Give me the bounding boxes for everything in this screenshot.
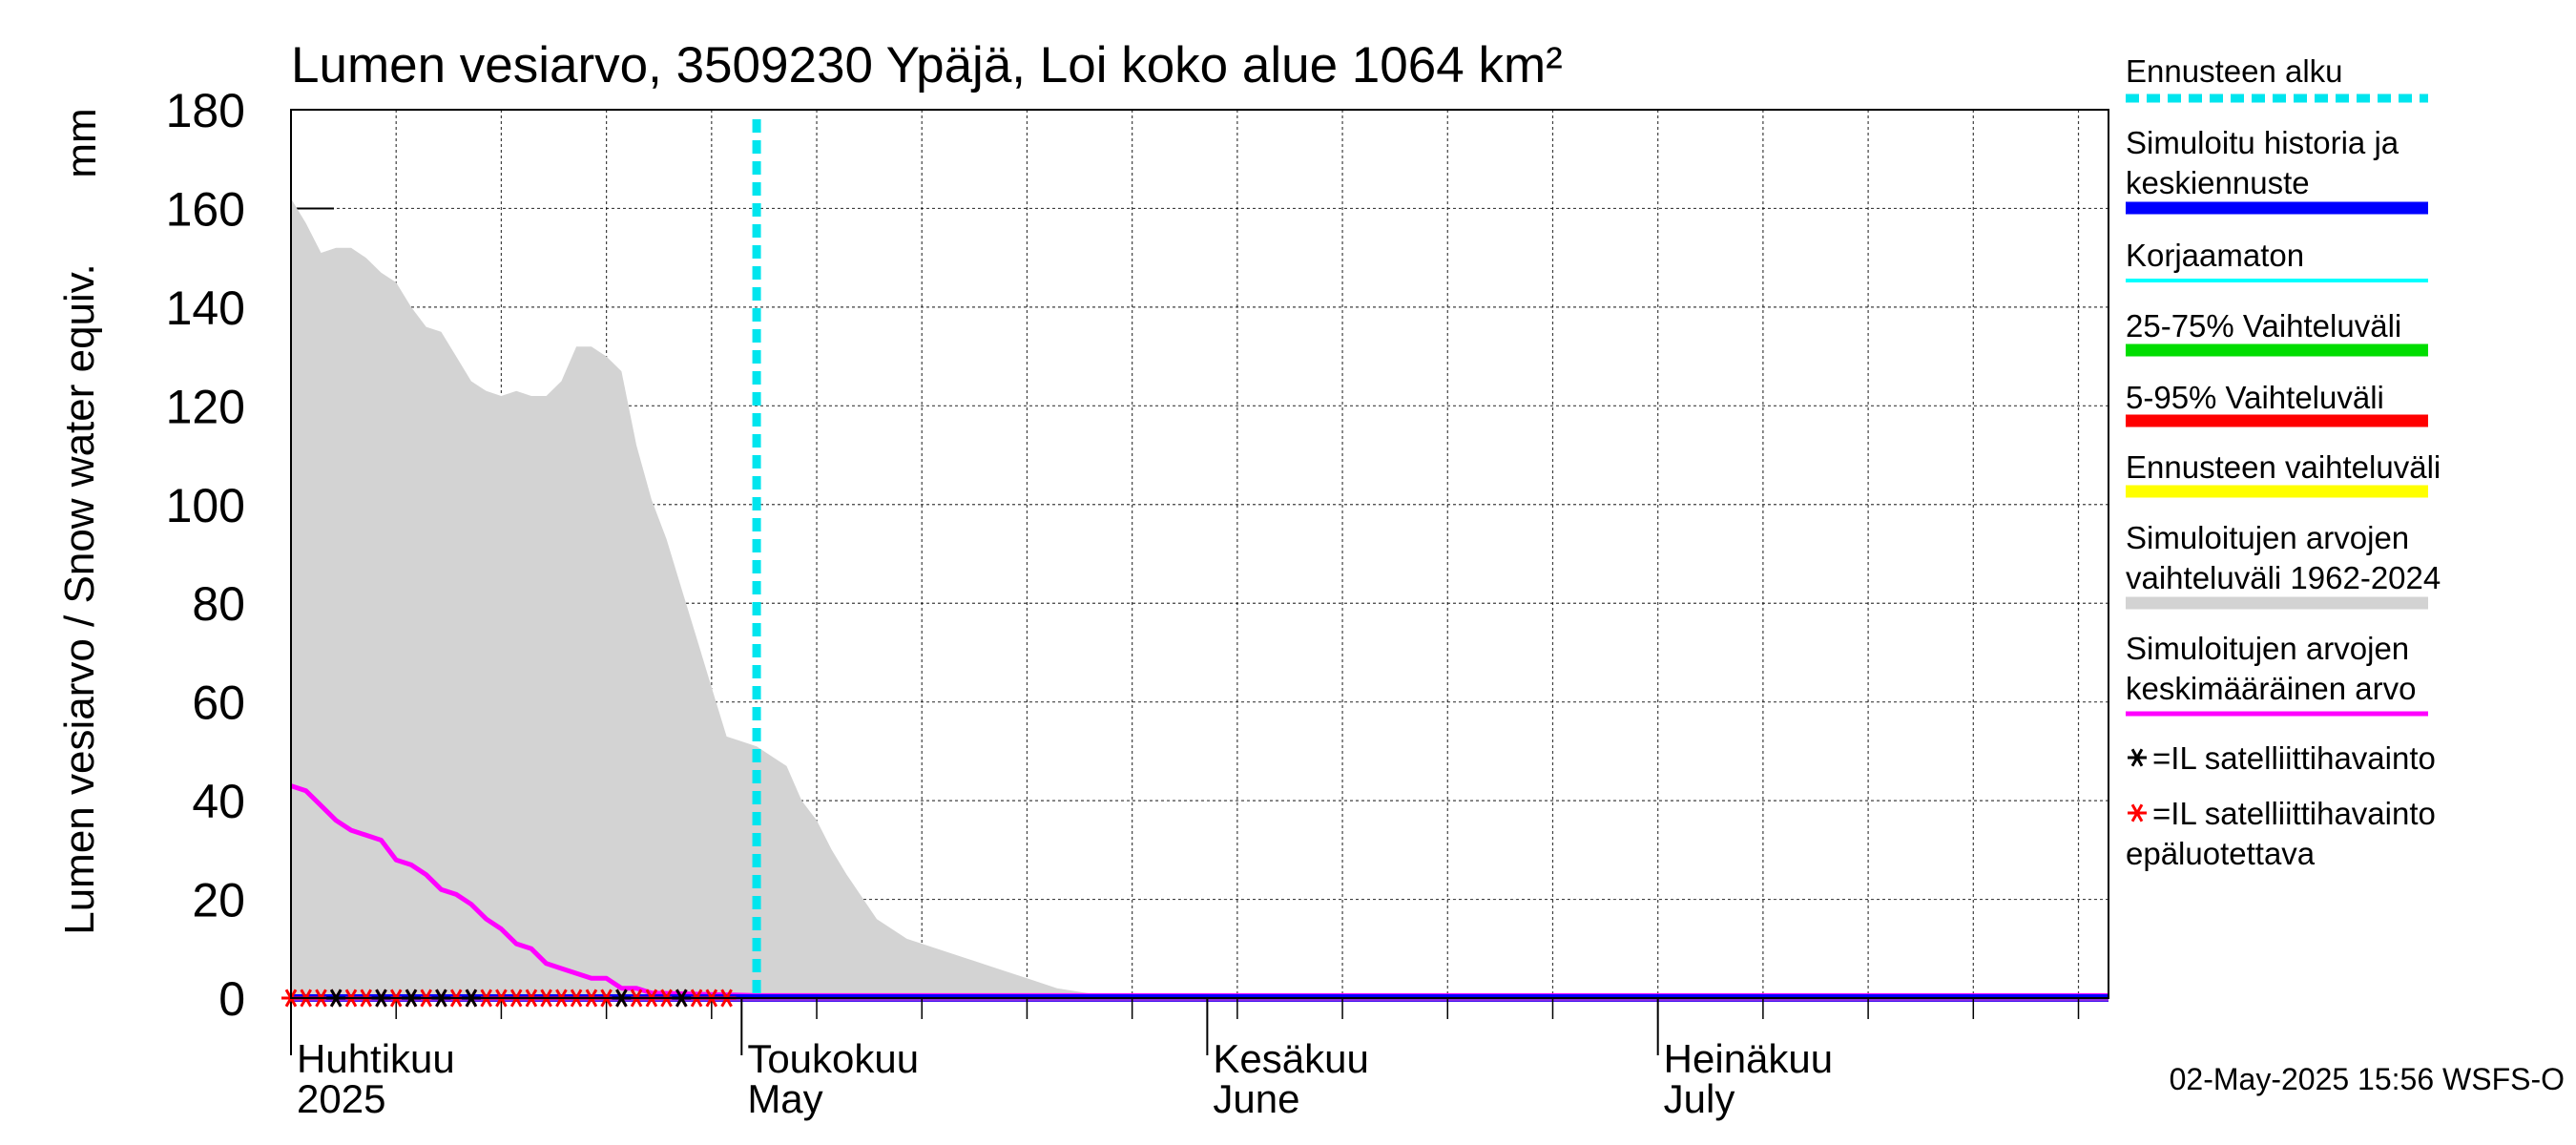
y-tick-label: 0 [218,972,245,1026]
legend-label: 5-95% Vaihteluväli [2126,380,2384,415]
x-month-sublabel: 2025 [297,1076,385,1121]
x-month-sublabel: May [747,1076,822,1121]
x-month-label: Kesäkuu [1213,1036,1368,1081]
legend-item: =IL satelliittihavainto [2128,740,2436,776]
legend-item: 5-95% Vaihteluväli [2126,380,2428,427]
legend-label: keskiennuste [2126,165,2310,200]
y-tick-label: 80 [192,577,245,631]
legend-item: Korjaamaton [2126,238,2428,282]
legend-item: Simuloitu historia ja keskiennuste [2126,125,2428,215]
y-tick-label: 20 [192,874,245,927]
legend-label: Korjaamaton [2126,238,2304,273]
y-axis-unit: mm [58,108,105,177]
x-month-label: Huhtikuu [297,1036,455,1081]
y-tick-label: 100 [166,479,245,532]
y-tick-label: 160 [166,182,245,236]
legend-label: Ennusteen vaihteluväli [2126,449,2441,485]
x-month-sublabel: June [1213,1076,1299,1121]
legend-label: =IL satelliittihavainto [2152,740,2436,776]
x-month-label: Toukokuu [747,1036,919,1081]
legend-item: Ennusteen vaihteluväli [2126,449,2441,498]
plot-frame [290,109,2109,999]
legend-item: Simuloitujen arvojen keskimääräinen arvo [2126,631,2428,717]
y-tick-label: 180 [166,84,245,137]
historical-mean-line [290,783,2109,998]
x-month-sublabel: July [1664,1076,1735,1121]
legend-item: 25-75% Vaihteluväli [2126,308,2428,357]
chart-title: Lumen vesiarvo, 3509230 Ypäjä, Loi koko … [291,37,1563,94]
y-tick-label: 120 [166,380,245,433]
legend-item: =IL satelliittihavainto epäluotettava [2126,796,2436,871]
legend-label: Simuloitujen arvojen [2126,631,2409,666]
legend-item: Simuloitujen arvojen vaihteluväli 1962-20… [2126,520,2441,610]
legend-marker-icon [2128,748,2147,767]
y-axis-label: Lumen vesiarvo / Snow water equiv. [56,263,103,935]
legend-label: Simuloitujen arvojen [2126,520,2409,555]
legend-label: =IL satelliittihavainto [2152,796,2436,831]
legend-label: Simuloitu historia ja [2126,125,2399,160]
legend: Ennusteen alku Simuloitu historia ja keski… [2126,53,2441,871]
y-tick-label: 140 [166,281,245,335]
legend-item: Ennusteen alku [2126,53,2428,103]
legend-label: Ennusteen alku [2126,53,2343,89]
footer-timestamp: 02-May-2025 15:56 WSFS-O [2170,1062,2565,1096]
x-month-label: Heinäkuu [1664,1036,1833,1081]
legend-label: epäluotettava [2126,836,2316,871]
legend-marker-icon [2128,803,2147,822]
y-tick-label: 60 [192,677,245,730]
marker-stroke [2130,748,2144,767]
y-tick-label: 40 [192,775,245,828]
historical-range-band [291,198,2109,999]
legend-label: 25-75% Vaihteluväli [2126,308,2401,344]
legend-label: vaihteluväli 1962-2024 [2126,560,2441,595]
legend-label: keskimääräinen arvo [2126,671,2416,706]
marker-stroke [2130,803,2144,822]
